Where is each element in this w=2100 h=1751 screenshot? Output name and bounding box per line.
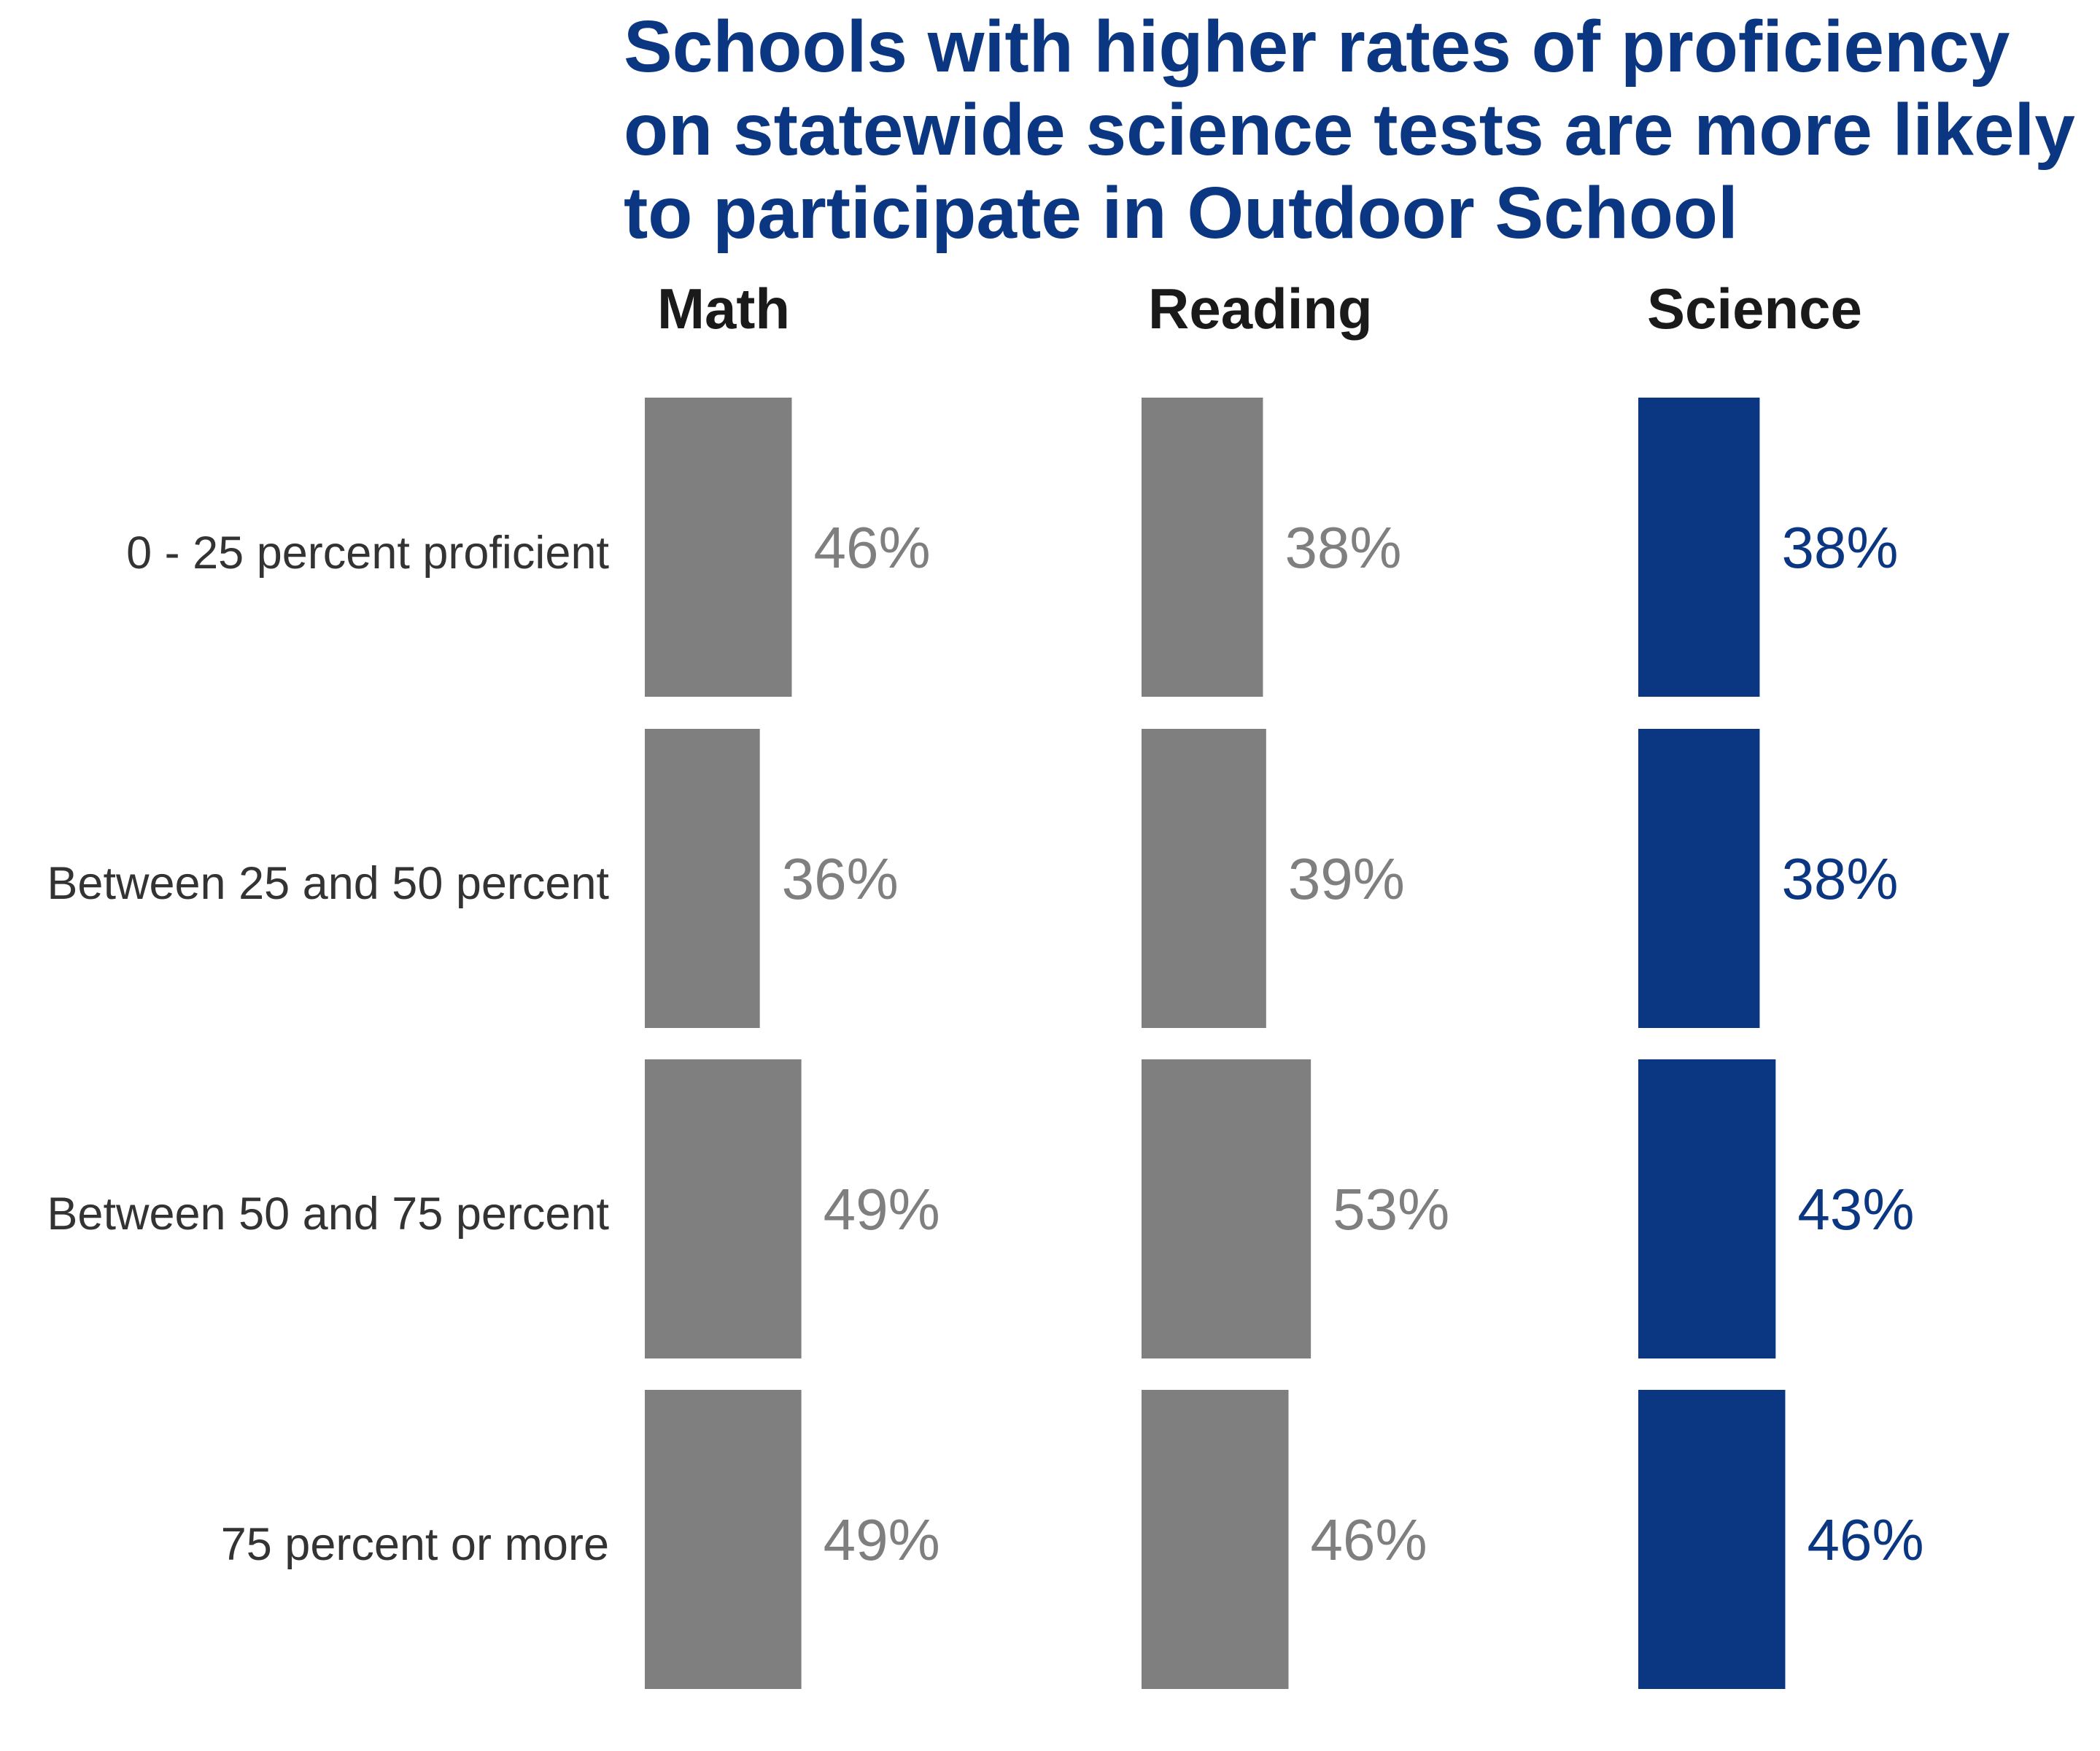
bar-math-3 bbox=[645, 1059, 802, 1358]
value-label-math-2: 36% bbox=[782, 846, 899, 911]
bar-science-1 bbox=[1638, 398, 1760, 697]
value-label-math-3: 49% bbox=[824, 1177, 940, 1242]
value-label-math-1: 46% bbox=[813, 515, 930, 580]
value-label-science-4: 46% bbox=[1807, 1507, 1923, 1572]
value-label-reading-4: 46% bbox=[1310, 1507, 1427, 1572]
bar-reading-4 bbox=[1142, 1390, 1289, 1689]
chart-title-line-2: on statewide science tests are more like… bbox=[624, 89, 2075, 171]
value-label-science-1: 38% bbox=[1781, 515, 1898, 580]
chart-panels: Math46%36%49%49%Reading38%39%53%46%Scien… bbox=[645, 277, 1924, 1689]
chart-title-line-1: Schools with higher rates of proficiency bbox=[624, 6, 2010, 88]
panel-title-reading: Reading bbox=[1148, 277, 1373, 341]
bar-reading-2 bbox=[1142, 729, 1266, 1028]
value-label-science-2: 38% bbox=[1781, 846, 1898, 911]
bar-science-3 bbox=[1638, 1059, 1776, 1358]
panel-math: Math 46% 36% 49% 49% bbox=[645, 277, 940, 1689]
value-label-reading-1: 38% bbox=[1285, 515, 1401, 580]
value-label-science-3: 43% bbox=[1797, 1177, 1914, 1242]
category-label-0-25: 0 - 25 percent proficient bbox=[126, 527, 609, 579]
category-label-50-75: Between 50 and 75 percent bbox=[47, 1188, 609, 1240]
panel-science: Science 38% 38% 43% 46% bbox=[1638, 277, 1924, 1689]
bar-science-2 bbox=[1638, 729, 1760, 1028]
value-label-reading-3: 53% bbox=[1333, 1177, 1449, 1242]
chart-title: Schools with higher rates of proficiency… bbox=[624, 6, 2075, 254]
category-axis: 0 - 25 percent proficient Between 25 and… bbox=[47, 527, 609, 1570]
panel-title-math: Math bbox=[657, 277, 790, 341]
bar-math-4 bbox=[645, 1390, 802, 1689]
bar-math-2 bbox=[645, 729, 760, 1028]
panel-reading: Reading 38% 39% 53% 46% bbox=[1142, 277, 1449, 1689]
chart-title-line-3: to participate in Outdoor School bbox=[624, 172, 1738, 254]
value-label-math-4: 49% bbox=[824, 1507, 940, 1572]
value-label-reading-2: 39% bbox=[1288, 846, 1405, 911]
category-label-75-plus: 75 percent or more bbox=[221, 1519, 609, 1570]
bar-science-4 bbox=[1638, 1390, 1786, 1689]
category-label-25-50: Between 25 and 50 percent bbox=[47, 858, 609, 909]
bar-reading-3 bbox=[1142, 1059, 1311, 1358]
panel-title-science: Science bbox=[1647, 277, 1862, 341]
bar-reading-1 bbox=[1142, 398, 1263, 697]
bar-math-1 bbox=[645, 398, 792, 697]
